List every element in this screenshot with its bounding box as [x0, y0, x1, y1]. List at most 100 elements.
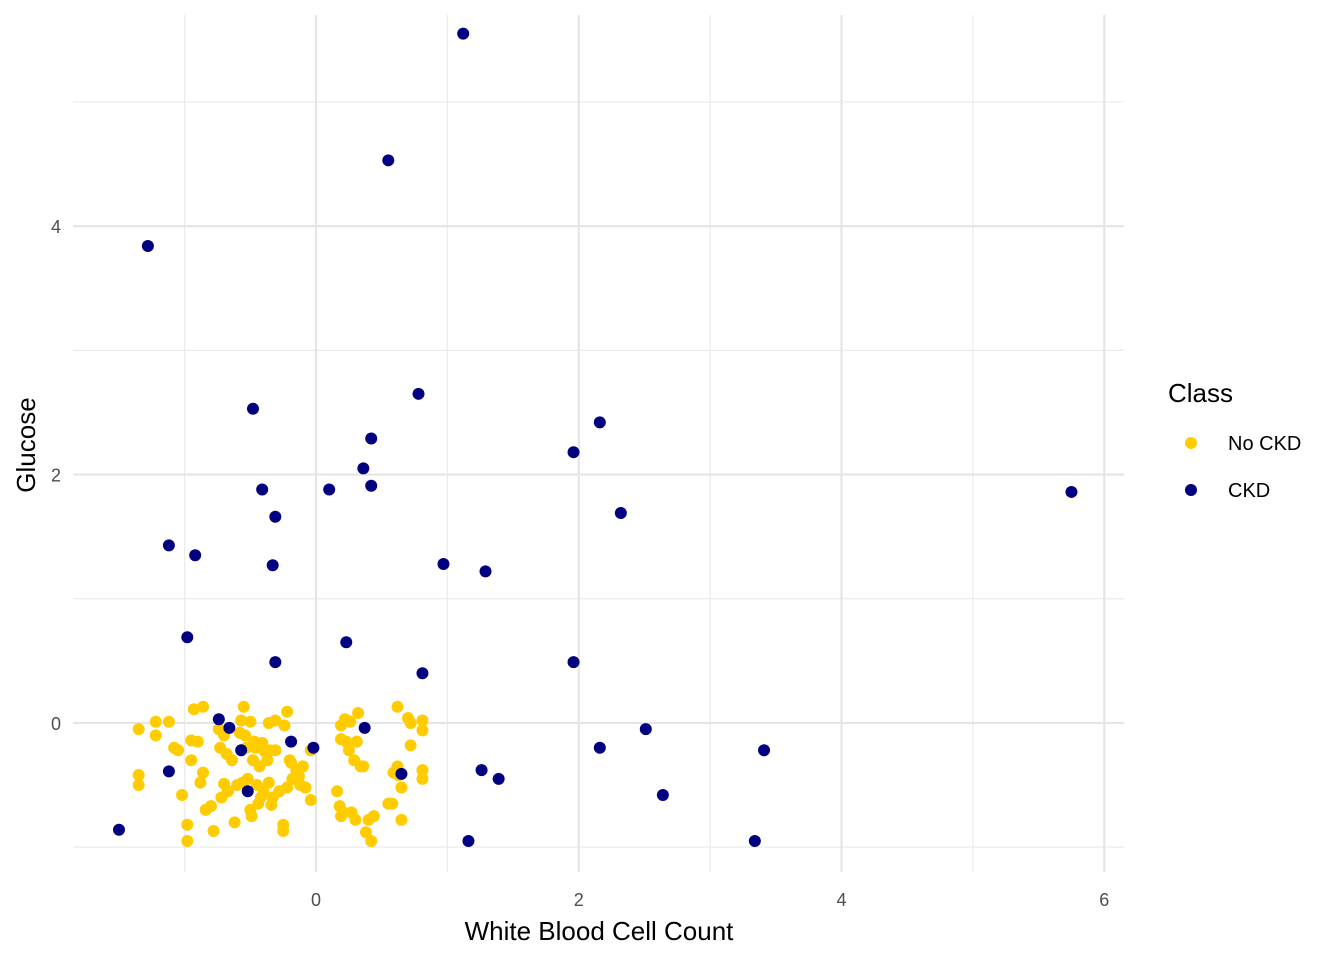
point-ckd: [475, 764, 488, 777]
point-no-ckd: [149, 715, 162, 728]
point-ckd: [141, 240, 154, 253]
point-ckd: [567, 656, 580, 669]
point-no-ckd: [349, 813, 362, 826]
point-no-ckd: [176, 788, 189, 801]
point-no-ckd: [391, 700, 404, 713]
point-ckd: [256, 483, 269, 496]
point-no-ckd: [187, 703, 200, 716]
point-ckd: [269, 656, 282, 669]
point-no-ckd: [172, 744, 185, 757]
point-no-ckd: [225, 754, 238, 767]
point-no-ckd: [299, 781, 312, 794]
point-no-ckd: [162, 715, 175, 728]
y-axis-tick-labels: 0 2 4: [51, 217, 61, 734]
point-ckd: [758, 744, 771, 757]
point-ckd: [181, 631, 194, 644]
point-ckd: [656, 788, 669, 801]
point-no-ckd: [386, 797, 399, 810]
point-no-ckd: [365, 834, 378, 847]
point-ckd: [567, 446, 580, 459]
point-ckd: [614, 507, 627, 520]
point-no-ckd: [197, 700, 210, 713]
legend-title: Class: [1168, 378, 1233, 408]
point-no-ckd: [235, 714, 248, 727]
point-ckd: [457, 27, 470, 40]
point-no-ckd: [281, 781, 294, 794]
point-no-ckd: [357, 760, 370, 773]
point-no-ckd: [404, 739, 417, 752]
x-tick-label: 2: [574, 890, 584, 910]
point-ckd: [241, 785, 254, 798]
point-no-ckd: [416, 764, 429, 777]
legend-label-ckd: CKD: [1228, 480, 1270, 502]
point-no-ckd: [352, 707, 365, 720]
point-ckd: [340, 636, 353, 649]
point-ckd: [212, 713, 225, 726]
point-no-ckd: [181, 834, 194, 847]
point-no-ckd: [132, 769, 145, 782]
legend-key-no-ckd: [1185, 437, 1197, 449]
point-ckd: [285, 735, 298, 748]
point-no-ckd: [245, 810, 258, 823]
point-ckd: [593, 416, 606, 429]
point-no-ckd: [416, 724, 429, 737]
point-no-ckd: [241, 772, 254, 785]
y-tick-label: 0: [51, 714, 61, 734]
point-ckd: [412, 387, 425, 400]
x-axis-title: White Blood Cell Count: [465, 916, 735, 946]
point-ckd: [365, 432, 378, 445]
x-tick-label: 6: [1099, 890, 1109, 910]
point-ckd: [437, 557, 450, 570]
point-ckd: [492, 772, 505, 785]
point-ckd: [235, 744, 248, 757]
point-no-ckd: [244, 715, 257, 728]
point-no-ckd: [257, 785, 270, 798]
point-ckd: [162, 765, 175, 778]
legend-key-ckd: [1185, 484, 1197, 496]
point-no-ckd: [181, 818, 194, 831]
point-no-ckd: [239, 729, 252, 742]
point-ckd: [639, 723, 652, 736]
point-no-ckd: [269, 714, 282, 727]
point-no-ckd: [277, 825, 290, 838]
point-no-ckd: [331, 785, 344, 798]
data-points: [112, 27, 1078, 847]
point-no-ckd: [359, 826, 372, 839]
point-ckd: [307, 741, 320, 754]
point-ckd: [479, 565, 492, 578]
point-ckd: [246, 402, 259, 415]
point-no-ckd: [342, 744, 355, 757]
point-no-ckd: [194, 776, 207, 789]
point-ckd: [112, 823, 125, 836]
point-no-ckd: [296, 760, 309, 773]
point-no-ckd: [344, 715, 357, 728]
point-no-ckd: [132, 779, 145, 792]
point-ckd: [365, 479, 378, 492]
point-ckd: [416, 667, 429, 680]
point-no-ckd: [395, 781, 408, 794]
legend: Class No CKD CKD: [1168, 378, 1301, 502]
point-ckd: [223, 721, 236, 734]
point-no-ckd: [237, 700, 250, 713]
point-ckd: [162, 539, 175, 552]
point-no-ckd: [149, 729, 162, 742]
point-no-ckd: [278, 719, 291, 732]
point-ckd: [323, 483, 336, 496]
point-no-ckd: [262, 776, 275, 789]
point-no-ckd: [416, 772, 429, 785]
x-axis-tick-labels: 0 2 4 6: [311, 890, 1109, 910]
point-no-ckd: [404, 716, 417, 729]
point-ckd: [189, 549, 202, 562]
point-no-ckd: [197, 766, 210, 779]
point-ckd: [593, 741, 606, 754]
point-no-ckd: [207, 825, 220, 838]
point-no-ckd: [185, 754, 198, 767]
legend-items: No CKD CKD: [1185, 433, 1301, 502]
x-tick-label: 0: [311, 890, 321, 910]
point-ckd: [266, 559, 279, 572]
point-no-ckd: [222, 785, 235, 798]
point-no-ckd: [416, 714, 429, 727]
point-ckd: [1065, 485, 1078, 498]
point-no-ckd: [350, 735, 363, 748]
